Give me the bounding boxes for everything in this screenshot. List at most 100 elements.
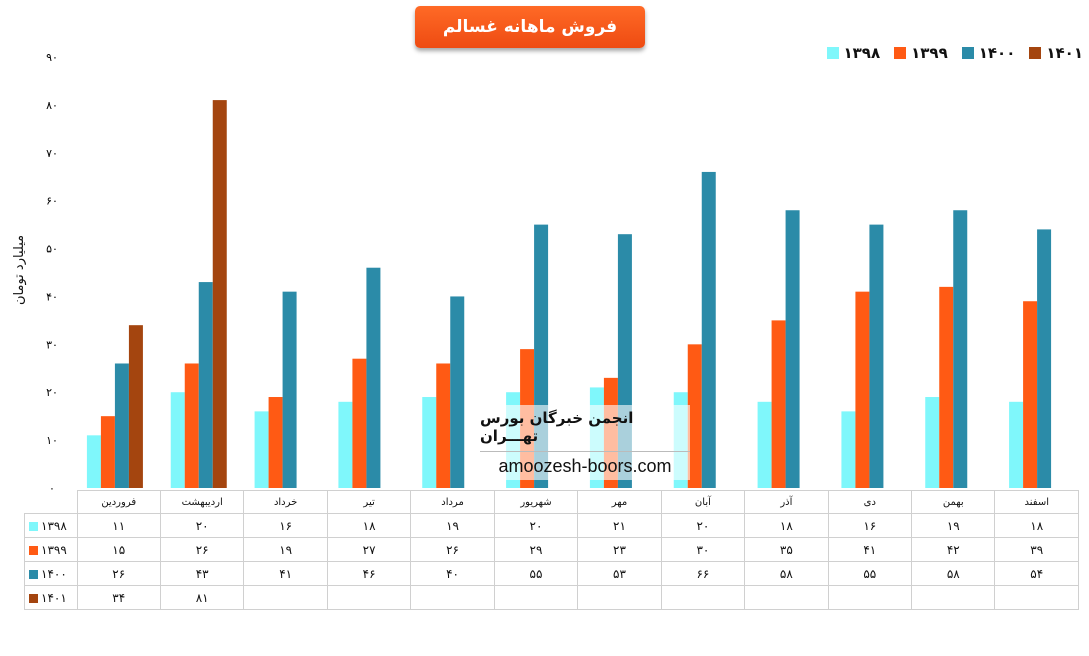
y-tick-label: ۰ bbox=[49, 482, 55, 495]
legend-item: ۱۴۰۱ bbox=[1029, 44, 1083, 62]
data-cell bbox=[326, 585, 412, 610]
legend-item: ۱۳۹۸ bbox=[826, 44, 881, 62]
series-name: ۱۴۰۰ bbox=[41, 566, 67, 581]
bar-۱۴۰۰ bbox=[198, 282, 213, 488]
legend-label: ۱۳۹۸ bbox=[843, 44, 881, 62]
data-cell: ۴۲ bbox=[911, 537, 996, 562]
category-label: اسفند bbox=[994, 490, 1079, 514]
data-cell: ۵۵ bbox=[827, 561, 913, 586]
bar-۱۴۰۰ bbox=[701, 171, 716, 488]
data-cell: ۱۶ bbox=[243, 513, 328, 538]
category-label: مهر bbox=[577, 490, 662, 514]
series-name: ۱۳۹۸ bbox=[41, 518, 67, 533]
chart-title: فروش ماهانه غسالم bbox=[415, 6, 645, 48]
bar-۱۴۰۰ bbox=[953, 210, 968, 488]
data-table: فروردین اردیبهشت خرداد تیر مرداد شهریور مهر آبا… bbox=[24, 490, 1079, 610]
table-row: ۱۴۰۱ ۳۴ ۸۱ bbox=[24, 585, 1079, 610]
bar-۱۴۰۰ bbox=[785, 210, 800, 488]
data-cell: ۵۸ bbox=[744, 561, 829, 586]
data-cell: ۳۰ bbox=[660, 537, 746, 562]
data-cell: ۲۰ bbox=[159, 513, 245, 538]
category-label: آبان bbox=[660, 490, 746, 514]
category-label: مرداد bbox=[410, 490, 495, 514]
bar-۱۳۹۸ bbox=[925, 397, 940, 488]
data-cell: ۴۶ bbox=[326, 561, 412, 586]
bar-۱۴۰۰ bbox=[282, 291, 297, 488]
y-tick-label: ۷۰ bbox=[46, 147, 58, 160]
series-name: ۱۳۹۹ bbox=[41, 542, 67, 557]
bar-۱۴۰۱ bbox=[212, 100, 227, 488]
y-tick-label: ۱۰ bbox=[46, 434, 58, 447]
y-tick-label: ۳۰ bbox=[46, 338, 58, 351]
series-swatch bbox=[29, 545, 38, 555]
data-cell: ۲۹ bbox=[493, 537, 579, 562]
bar-۱۳۹۸ bbox=[422, 397, 437, 488]
data-cell: ۴۰ bbox=[410, 561, 495, 586]
data-cell: ۳۵ bbox=[744, 537, 829, 562]
table-row: ۱۳۹۸ ۱۱ ۲۰ ۱۶ ۱۸ ۱۹ ۲۰ ۲۱ ۲۰ ۱۸ ۱۶ ۱۹ ۱۸ bbox=[24, 513, 1079, 538]
series-swatch bbox=[29, 521, 38, 531]
table-row: ۱۳۹۹ ۱۵ ۲۶ ۱۹ ۲۷ ۲۶ ۲۹ ۲۳ ۳۰ ۳۵ ۴۱ ۴۲ ۳۹ bbox=[24, 537, 1079, 562]
data-cell: ۴۱ bbox=[243, 561, 328, 586]
watermark-title: انجمن خبرگان بورس تهـــران bbox=[480, 409, 690, 452]
data-cell: ۲۶ bbox=[159, 537, 245, 562]
data-cell bbox=[660, 585, 746, 610]
data-cell: ۲۳ bbox=[577, 537, 662, 562]
data-cell bbox=[911, 585, 996, 610]
legend-swatch bbox=[961, 47, 974, 59]
bar-۱۳۹۸ bbox=[86, 435, 101, 488]
table-row: ۱۴۰۰ ۲۶ ۴۳ ۴۱ ۴۶ ۴۰ ۵۵ ۵۳ ۶۶ ۵۸ ۵۵ ۵۸ ۵۴ bbox=[24, 561, 1079, 586]
bar-۱۴۰۰ bbox=[1037, 229, 1052, 488]
data-cell: ۶۶ bbox=[660, 561, 746, 586]
bar-۱۳۹۹ bbox=[687, 344, 702, 488]
legend: ۱۳۹۸ ۱۳۹۹ ۱۴۰۰ ۱۴۰۱ bbox=[826, 44, 1083, 62]
legend-swatch bbox=[1029, 47, 1042, 59]
series-swatch bbox=[29, 593, 38, 603]
bar-۱۳۹۸ bbox=[1009, 401, 1024, 488]
category-label: شهریور bbox=[493, 490, 579, 514]
data-cell: ۳۴ bbox=[76, 585, 161, 610]
data-cell: ۴۳ bbox=[159, 561, 245, 586]
bar-۱۴۰۰ bbox=[366, 267, 381, 488]
category-label: تیر bbox=[326, 490, 412, 514]
data-cell bbox=[410, 585, 495, 610]
data-cell: ۱۹ bbox=[410, 513, 495, 538]
data-cell bbox=[994, 585, 1079, 610]
bar-۱۳۹۸ bbox=[757, 401, 772, 488]
category-label: بهمن bbox=[911, 490, 996, 514]
data-cell bbox=[243, 585, 328, 610]
data-cell: ۴۱ bbox=[827, 537, 913, 562]
legend-swatch bbox=[826, 47, 839, 59]
data-cell bbox=[744, 585, 829, 610]
bar-۱۳۹۹ bbox=[939, 286, 954, 488]
bar-۱۴۰۱ bbox=[128, 325, 143, 488]
series-swatch bbox=[29, 569, 38, 579]
category-label: دی bbox=[827, 490, 913, 514]
bar-۱۳۹۸ bbox=[841, 411, 856, 488]
y-tick-label: ۶۰ bbox=[46, 195, 58, 208]
legend-label: ۱۴۰۰ bbox=[978, 44, 1016, 62]
series-name: ۱۴۰۱ bbox=[41, 590, 67, 605]
data-cell: ۲۱ bbox=[577, 513, 662, 538]
data-cell: ۵۳ bbox=[577, 561, 662, 586]
y-tick-label: ۸۰ bbox=[46, 99, 58, 112]
data-cell: ۲۶ bbox=[410, 537, 495, 562]
y-tick-label: ۵۰ bbox=[46, 243, 58, 256]
series-header: ۱۳۹۸ bbox=[24, 513, 78, 538]
legend-item: ۱۳۹۹ bbox=[894, 44, 948, 62]
data-cell: ۱۶ bbox=[827, 513, 913, 538]
data-cell: ۵۸ bbox=[911, 561, 996, 586]
series-header: ۱۳۹۹ bbox=[24, 537, 78, 562]
bar-۱۳۹۸ bbox=[170, 392, 185, 488]
y-tick-label: ۲۰ bbox=[46, 386, 58, 399]
category-label: فروردین bbox=[76, 490, 161, 514]
data-cell bbox=[493, 585, 579, 610]
y-tick-label: ۹۰ bbox=[46, 51, 58, 64]
data-cell: ۲۰ bbox=[660, 513, 746, 538]
watermark: انجمن خبرگان بورس تهـــران amoozesh-boor… bbox=[480, 405, 690, 480]
data-cell: ۲۷ bbox=[326, 537, 412, 562]
data-cell: ۲۰ bbox=[493, 513, 579, 538]
legend-label: ۱۴۰۱ bbox=[1046, 44, 1083, 62]
bar-۱۳۹۹ bbox=[1023, 301, 1038, 488]
legend-swatch bbox=[894, 47, 907, 59]
